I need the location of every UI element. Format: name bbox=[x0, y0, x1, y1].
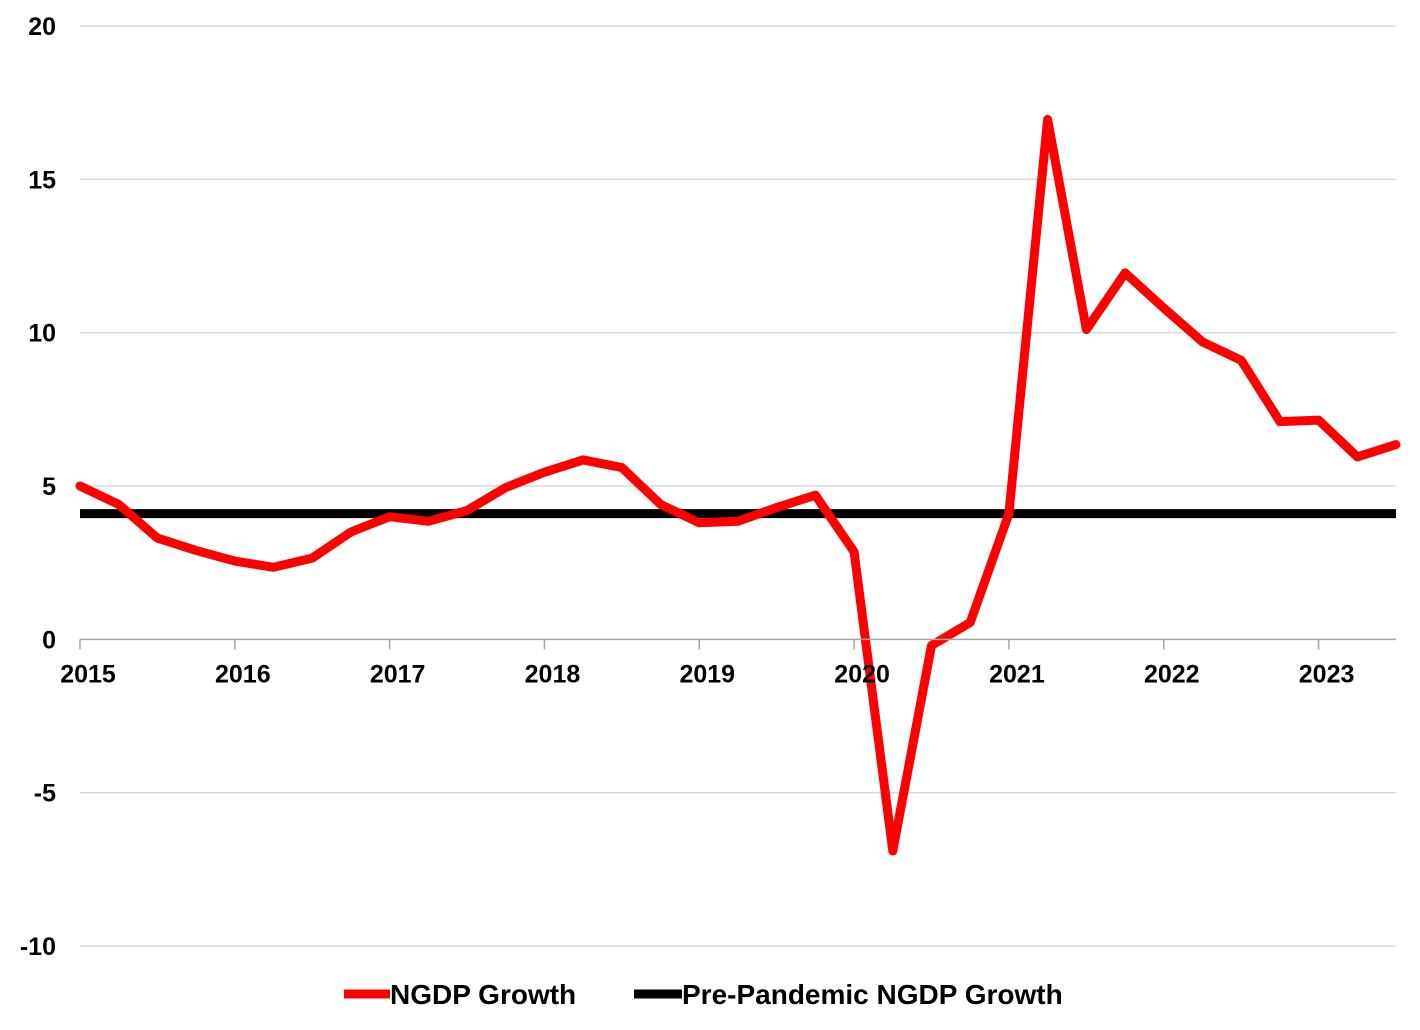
y-tick-label: 10 bbox=[28, 320, 56, 348]
y-tick-label: 5 bbox=[42, 473, 56, 501]
x-tick-label: 2017 bbox=[370, 660, 426, 688]
x-axis-tick-labels: 2015 2016 2017 2018 2019 2020 2021 2022 2023 bbox=[60, 660, 1354, 688]
legend-label: NGDP Growth bbox=[390, 979, 576, 1010]
y-tick-label: -10 bbox=[20, 933, 56, 961]
x-tick-label: 2018 bbox=[525, 660, 581, 688]
y-tick-label: 15 bbox=[28, 166, 56, 194]
x-tick-label: 2021 bbox=[989, 660, 1045, 688]
gridlines bbox=[80, 25, 1396, 947]
y-tick-label: 0 bbox=[42, 626, 56, 654]
x-tick-label: 2020 bbox=[834, 660, 890, 688]
x-tick-label: 2023 bbox=[1299, 660, 1355, 688]
x-axis bbox=[79, 638, 1396, 650]
legend-item-pre-pandemic-ngdp-growth: Pre-Pandemic NGDP Growth bbox=[634, 979, 1063, 1010]
y-tick-label: 20 bbox=[28, 13, 56, 41]
legend-label: Pre-Pandemic NGDP Growth bbox=[682, 979, 1063, 1010]
y-tick-label: -5 bbox=[34, 780, 56, 808]
legend-item-ngdp-growth: NGDP Growth bbox=[344, 979, 576, 1010]
legend: NGDP Growth Pre-Pandemic NGDP Growth bbox=[344, 979, 1063, 1010]
x-tick-label: 2019 bbox=[679, 660, 735, 688]
y-axis-tick-labels: -10 -5 0 5 10 15 20 bbox=[20, 13, 56, 961]
x-tick-label: 2022 bbox=[1144, 660, 1200, 688]
x-tick-label: 2015 bbox=[60, 660, 116, 688]
series-line-ngdp-growth bbox=[75, 115, 1401, 856]
series-lines bbox=[75, 115, 1401, 856]
x-tick-label: 2016 bbox=[215, 660, 271, 688]
